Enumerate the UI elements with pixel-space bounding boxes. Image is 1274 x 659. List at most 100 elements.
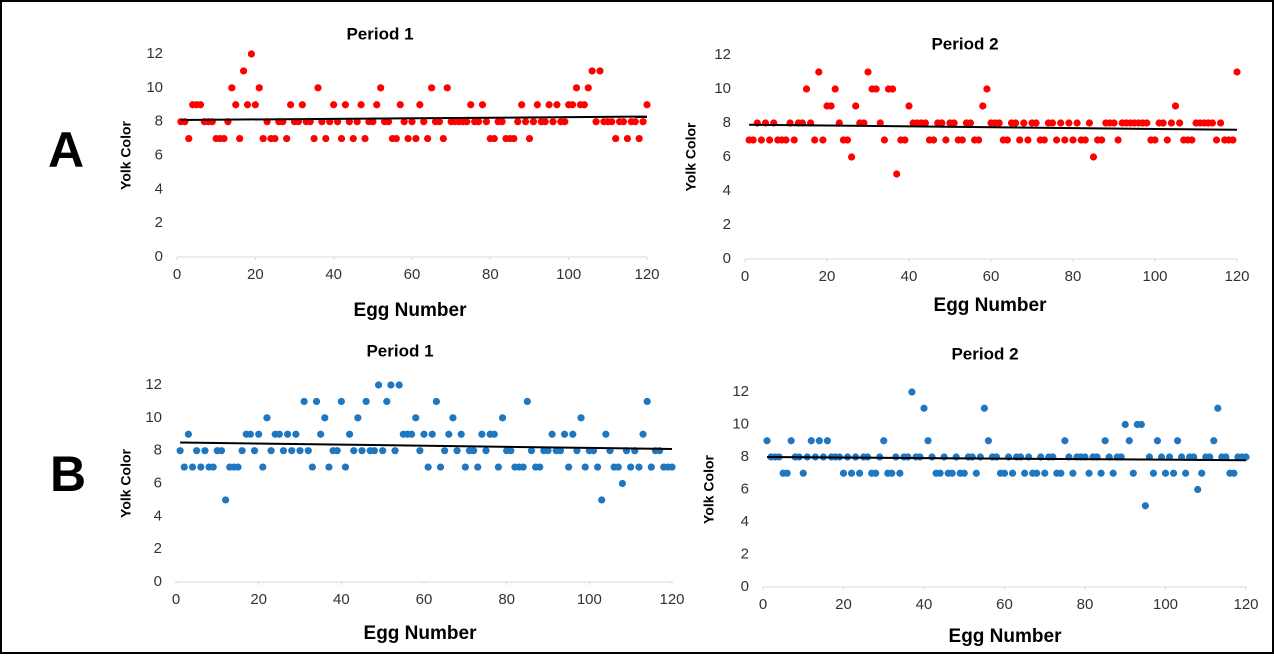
data-point (1008, 469, 1017, 477)
data-point (880, 136, 889, 144)
y-tick-label: 2 (154, 540, 162, 557)
y-axis-label: Yolk Color (701, 454, 717, 524)
x-tick-label: 20 (247, 266, 264, 283)
data-point (1163, 136, 1171, 144)
y-tick-label: 10 (145, 409, 162, 426)
data-point (185, 134, 193, 143)
data-point (1110, 119, 1118, 127)
data-point (536, 463, 544, 471)
data-point (1153, 437, 1162, 445)
x-tick-label: 60 (996, 596, 1013, 613)
data-point (1069, 136, 1077, 144)
data-point (995, 119, 1003, 127)
x-tick-label: 100 (556, 266, 581, 283)
y-axis-label: Yolk Color (683, 122, 699, 192)
data-point (445, 430, 453, 438)
data-point (896, 469, 904, 477)
data-point (362, 397, 370, 406)
data-point (668, 463, 676, 471)
data-point (370, 447, 378, 455)
data-point (470, 447, 478, 455)
data-point (936, 469, 944, 477)
data-point (1212, 136, 1221, 144)
data-point (766, 136, 774, 144)
data-point (872, 85, 880, 93)
data-point (1182, 469, 1190, 477)
data-point (888, 469, 896, 477)
data-point (209, 463, 217, 471)
data-point (1101, 437, 1109, 445)
data-point (322, 134, 330, 143)
data-point (308, 463, 316, 471)
data-point (494, 463, 502, 471)
y-tick-label: 12 (146, 45, 163, 62)
chart-title: Period 2 (951, 344, 1018, 363)
data-point (498, 118, 506, 126)
data-point (763, 437, 771, 445)
data-point (333, 447, 341, 455)
y-tick-label: 6 (155, 146, 163, 163)
x-tick-label: 0 (172, 591, 180, 608)
data-point (395, 381, 403, 389)
data-point (602, 430, 610, 438)
data-point (436, 463, 445, 471)
y-tick-label: 8 (154, 442, 162, 459)
data-point (569, 430, 577, 438)
data-point (391, 447, 399, 455)
data-point (408, 118, 416, 126)
x-tick-label: 0 (759, 596, 767, 613)
data-point (1085, 119, 1093, 127)
data-point (392, 134, 400, 143)
data-point (296, 447, 304, 455)
x-axis-label: Egg Number (354, 300, 468, 321)
data-point (787, 437, 795, 445)
chart-title: Period 1 (366, 341, 433, 360)
data-point (1016, 136, 1024, 144)
data-point (457, 430, 465, 438)
data-point (908, 388, 916, 396)
data-point (259, 134, 267, 143)
data-point (1151, 136, 1159, 144)
data-point (1085, 469, 1093, 477)
data-point (580, 101, 588, 109)
data-point (924, 437, 932, 445)
data-point (346, 430, 354, 438)
data-point (1171, 102, 1180, 110)
data-point (478, 101, 487, 109)
data-point (251, 101, 259, 109)
x-tick-label: 120 (659, 591, 684, 608)
data-point (876, 119, 884, 127)
data-point (379, 447, 387, 455)
data-point (1230, 469, 1238, 477)
y-tick-label: 8 (723, 114, 731, 131)
data-point (420, 118, 428, 126)
data-point (960, 469, 968, 477)
data-point (525, 134, 534, 143)
data-point (275, 430, 283, 438)
data-point (317, 430, 325, 438)
data-point (647, 463, 655, 471)
data-point (815, 68, 823, 76)
data-point (255, 430, 263, 438)
data-point (238, 447, 246, 455)
data-point (1098, 136, 1106, 144)
data-point (635, 463, 643, 471)
data-point (584, 84, 592, 92)
data-point (588, 67, 596, 75)
data-point (263, 414, 271, 422)
data-point (938, 119, 946, 127)
y-tick-label: 8 (155, 113, 163, 130)
y-axis-label: Yolk Color (118, 120, 134, 190)
data-point (243, 101, 252, 109)
data-point (976, 453, 984, 461)
data-point (839, 469, 848, 477)
data-point (369, 118, 377, 126)
data-point (1198, 469, 1206, 477)
data-point (948, 469, 956, 477)
data-point (288, 447, 296, 455)
data-point (1020, 119, 1028, 127)
data-point (424, 463, 432, 471)
data-point (921, 119, 930, 127)
